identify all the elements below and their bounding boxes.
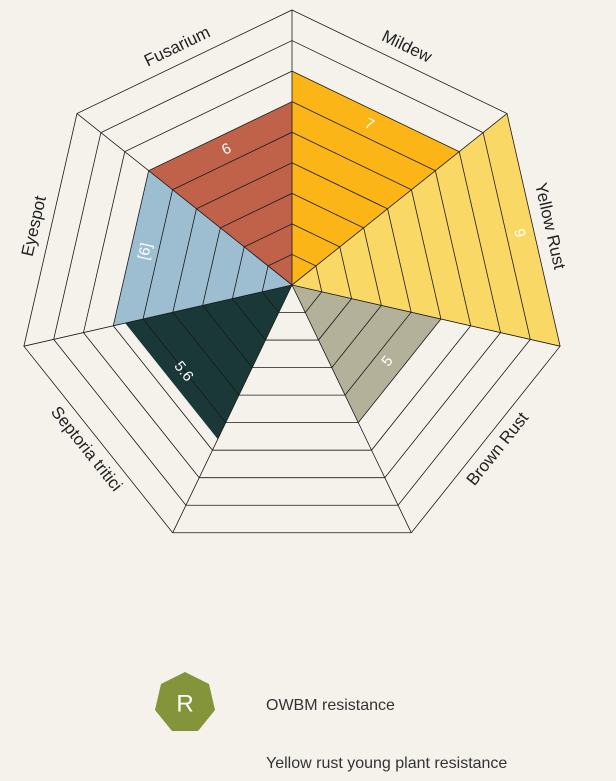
category-label: Fusarium bbox=[141, 23, 213, 71]
category-label: Eyespot bbox=[18, 194, 50, 258]
legend-symbol: R bbox=[176, 690, 193, 717]
grid-ring bbox=[202, 192, 382, 368]
value-label: [6] bbox=[135, 241, 155, 261]
category-label: Septoria tritici bbox=[47, 403, 126, 495]
category-label: Mildew bbox=[379, 26, 436, 66]
spoke bbox=[23, 284, 293, 347]
value-label: 9 bbox=[510, 227, 528, 239]
legend-label: OWBM resistance bbox=[266, 697, 395, 714]
sector bbox=[113, 170, 292, 326]
legend-symbol-shape bbox=[155, 672, 215, 731]
spoke bbox=[291, 113, 508, 286]
sector bbox=[148, 101, 292, 286]
spoke bbox=[291, 284, 561, 347]
grid-ring bbox=[231, 223, 353, 341]
grid-ring bbox=[53, 40, 531, 506]
legend-label: Yellow rust young plant resistance bbox=[266, 755, 507, 772]
grid-ring bbox=[172, 162, 412, 396]
category-label: Brown Rust bbox=[463, 408, 533, 489]
grid-ring bbox=[23, 9, 561, 534]
grid-ring bbox=[83, 70, 501, 479]
sector bbox=[292, 113, 561, 347]
grid-ring bbox=[261, 254, 323, 313]
spoke bbox=[76, 113, 293, 286]
grid-ring bbox=[142, 131, 442, 424]
grid-ring bbox=[112, 101, 472, 451]
spoke bbox=[172, 284, 293, 533]
spoke bbox=[291, 284, 412, 533]
sector bbox=[125, 285, 292, 440]
sector bbox=[292, 285, 441, 423]
sector bbox=[292, 71, 460, 285]
